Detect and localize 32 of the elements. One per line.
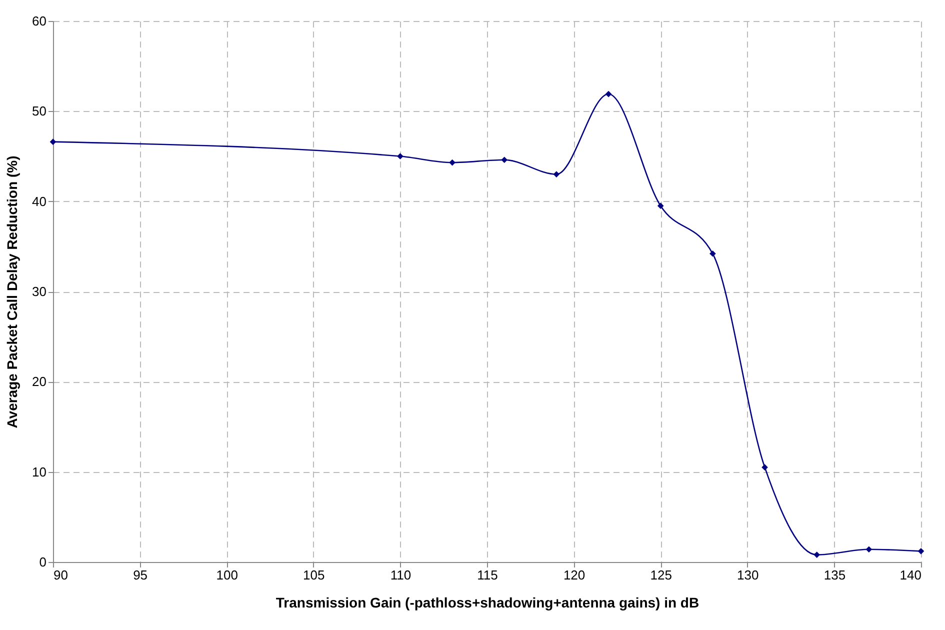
x-tick-label: 120: [563, 568, 586, 582]
x-tick-label: 110: [390, 568, 412, 582]
point: [50, 138, 56, 145]
point: [918, 548, 924, 554]
point: [501, 156, 508, 164]
point: [657, 202, 664, 210]
point: [814, 552, 820, 558]
y-tick-label: 40: [32, 194, 46, 209]
x-tick-label: 125: [650, 568, 672, 582]
y-tick-label: 0: [39, 554, 46, 570]
point: [449, 159, 456, 166]
x-tick-label: 95: [133, 568, 148, 582]
x-tick-label: 100: [216, 568, 238, 582]
y-tick-label: 60: [32, 14, 46, 28]
y-tick-label: 10: [32, 464, 46, 480]
x-tick-label: 130: [737, 568, 759, 582]
x-tick-label: 90: [54, 568, 68, 582]
y-tick-label: 30: [32, 284, 46, 299]
x-axis-title: Transmission Gain (-pathloss+shadowing+antenna gains) in dB: [276, 594, 700, 610]
y-tick-label: 50: [32, 104, 46, 119]
point: [553, 171, 560, 178]
point: [762, 464, 768, 470]
point: [397, 153, 404, 160]
y-tick-label: 20: [32, 374, 46, 390]
x-tick-label: 135: [824, 568, 846, 582]
point: [710, 250, 716, 257]
y-axis-title: Average Packet Call Delay Reduction (%): [4, 156, 20, 428]
point: [605, 90, 612, 98]
x-tick-label: 105: [303, 568, 325, 582]
point: [866, 546, 872, 553]
x-tick-label: 140: [900, 568, 922, 582]
x-tick-label: 115: [477, 568, 498, 582]
